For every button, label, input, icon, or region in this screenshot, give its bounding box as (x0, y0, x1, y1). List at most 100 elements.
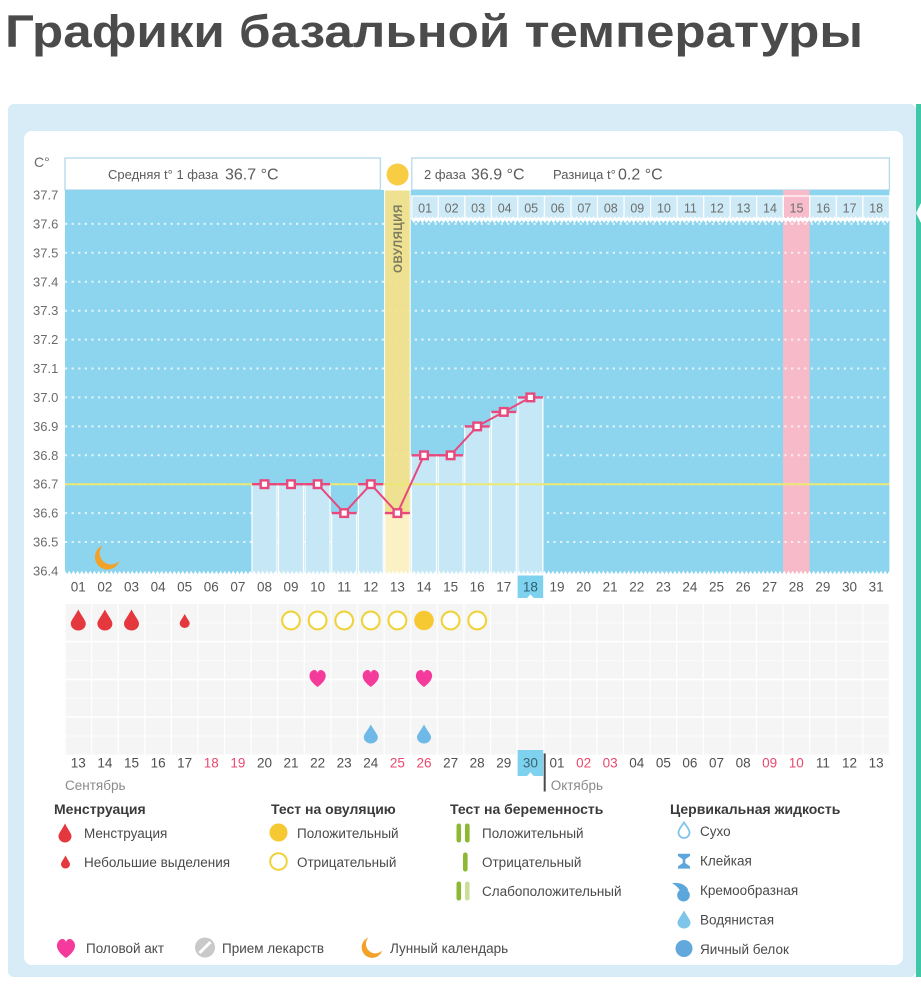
svg-text:09: 09 (630, 202, 644, 216)
svg-text:30: 30 (842, 580, 857, 595)
svg-text:19: 19 (230, 756, 245, 771)
svg-text:06: 06 (551, 202, 565, 216)
svg-text:08: 08 (604, 202, 618, 216)
svg-text:07: 07 (230, 580, 245, 595)
svg-text:Положительный: Положительный (482, 826, 584, 841)
svg-text:28: 28 (470, 756, 485, 771)
svg-text:17: 17 (177, 756, 192, 771)
svg-text:01: 01 (418, 202, 432, 216)
svg-text:18: 18 (523, 580, 538, 595)
svg-text:16: 16 (470, 580, 485, 595)
svg-text:15: 15 (124, 756, 139, 771)
svg-text:10: 10 (657, 202, 671, 216)
svg-text:01: 01 (549, 756, 564, 771)
svg-text:18: 18 (204, 756, 219, 771)
svg-text:21: 21 (283, 756, 298, 771)
svg-text:Слабоположительный: Слабоположительный (482, 884, 622, 899)
svg-text:36.9 °C: 36.9 °C (471, 167, 525, 184)
svg-text:Цервикальная жидкость: Цервикальная жидкость (670, 801, 841, 817)
svg-text:37.5: 37.5 (33, 245, 58, 260)
svg-text:08: 08 (736, 756, 751, 771)
svg-text:14: 14 (763, 202, 777, 216)
svg-text:14: 14 (97, 756, 113, 771)
svg-text:Сентябрь: Сентябрь (65, 778, 125, 793)
svg-text:03: 03 (603, 756, 618, 771)
svg-text:37.2: 37.2 (33, 332, 58, 347)
svg-text:03: 03 (124, 580, 139, 595)
svg-text:17: 17 (496, 580, 511, 595)
svg-text:Половой акт: Половой акт (86, 941, 164, 956)
svg-text:12: 12 (842, 756, 857, 771)
svg-text:11: 11 (816, 756, 830, 771)
svg-text:25: 25 (390, 756, 405, 771)
svg-text:27: 27 (762, 580, 777, 595)
svg-text:23: 23 (656, 580, 671, 595)
svg-text:06: 06 (204, 580, 219, 595)
svg-text:20: 20 (576, 580, 591, 595)
svg-text:08: 08 (257, 580, 272, 595)
svg-text:28: 28 (789, 580, 804, 595)
svg-text:Прием лекарств: Прием лекарств (222, 941, 324, 956)
svg-text:36.5: 36.5 (33, 535, 58, 550)
svg-text:27: 27 (443, 756, 458, 771)
svg-text:37.7: 37.7 (33, 188, 58, 203)
svg-text:23: 23 (337, 756, 352, 771)
svg-text:37.0: 37.0 (33, 390, 58, 405)
svg-text:12: 12 (710, 202, 724, 216)
svg-text:02: 02 (445, 202, 459, 216)
svg-text:11: 11 (684, 202, 697, 216)
svg-text:10: 10 (310, 580, 325, 595)
svg-text:07: 07 (709, 756, 724, 771)
svg-text:01: 01 (71, 580, 86, 595)
svg-text:36.9: 36.9 (33, 419, 58, 434)
svg-text:04: 04 (498, 202, 512, 216)
svg-text:11: 11 (337, 580, 351, 595)
svg-text:Отрицательный: Отрицательный (482, 855, 581, 870)
svg-text:15: 15 (790, 202, 804, 216)
svg-text:Лунный календарь: Лунный календарь (390, 941, 508, 956)
svg-text:04: 04 (629, 756, 645, 771)
svg-text:Средняя t° 1 фаза: Средняя t° 1 фаза (108, 167, 219, 182)
svg-text:29: 29 (496, 756, 511, 771)
svg-text:20: 20 (257, 756, 272, 771)
svg-text:36.4: 36.4 (33, 564, 58, 579)
svg-text:21: 21 (603, 580, 618, 595)
svg-text:Тест на беременность: Тест на беременность (450, 801, 604, 817)
svg-text:Небольшие выделения: Небольшие выделения (84, 855, 230, 870)
svg-text:06: 06 (682, 756, 697, 771)
svg-text:02: 02 (97, 580, 112, 595)
svg-text:Клейкая: Клейкая (700, 854, 752, 869)
svg-text:14: 14 (416, 580, 432, 595)
svg-text:Октябрь: Октябрь (551, 778, 603, 793)
svg-text:29: 29 (815, 580, 830, 595)
svg-text:17: 17 (843, 202, 857, 216)
svg-text:22: 22 (310, 756, 325, 771)
svg-text:13: 13 (390, 580, 405, 595)
svg-text:26: 26 (736, 580, 751, 595)
svg-text:Кремообразная: Кремообразная (700, 883, 798, 898)
svg-text:37.6: 37.6 (33, 216, 58, 231)
svg-text:05: 05 (656, 756, 671, 771)
svg-text:10: 10 (789, 756, 804, 771)
svg-text:36.8: 36.8 (33, 448, 58, 463)
svg-text:C°: C° (34, 154, 50, 170)
svg-text:16: 16 (151, 756, 166, 771)
svg-text:Тест на овуляцию: Тест на овуляцию (271, 801, 396, 817)
svg-text:05: 05 (524, 202, 538, 216)
svg-text:13: 13 (737, 202, 751, 216)
svg-text:25: 25 (709, 580, 724, 595)
svg-text:0.2 °C: 0.2 °C (618, 167, 663, 184)
svg-text:24: 24 (363, 756, 379, 771)
svg-text:2 фаза: 2 фаза (424, 167, 467, 182)
svg-text:Менструация: Менструация (54, 801, 146, 817)
svg-text:19: 19 (549, 580, 564, 595)
svg-text:37.3: 37.3 (33, 303, 58, 318)
svg-text:ОВУЛЯЦИЯ: ОВУЛЯЦИЯ (393, 204, 405, 273)
svg-text:02: 02 (576, 756, 591, 771)
svg-text:09: 09 (283, 580, 298, 595)
svg-text:05: 05 (177, 580, 192, 595)
svg-text:26: 26 (416, 756, 431, 771)
svg-text:09: 09 (762, 756, 777, 771)
svg-text:Яичный белок: Яичный белок (700, 942, 789, 957)
svg-text:04: 04 (151, 580, 167, 595)
